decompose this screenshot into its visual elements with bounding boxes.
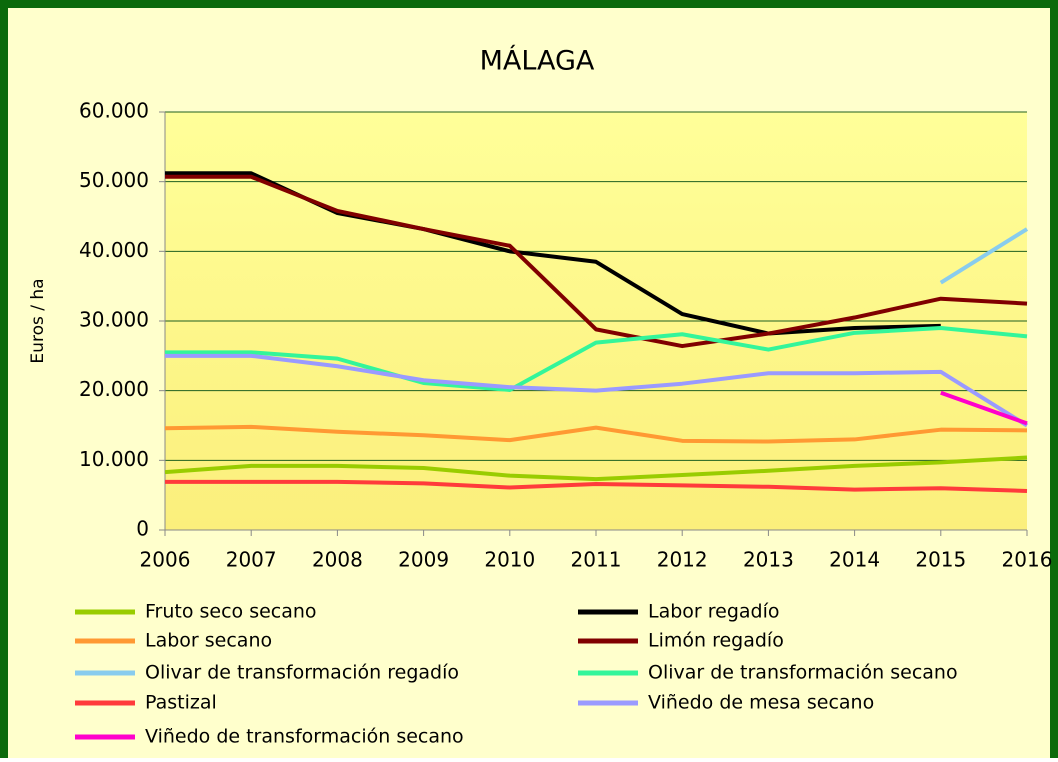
legend-label: Labor secano — [145, 630, 272, 652]
legend-label: Limón regadío — [648, 630, 784, 652]
x-tick-label: 2016 — [1002, 548, 1053, 572]
y-tick-label: 20.000 — [79, 377, 149, 401]
x-tick-label: 2013 — [743, 548, 794, 572]
legend-label: Viñedo de mesa secano — [648, 692, 874, 714]
y-axis-label: Euros / ha — [28, 278, 48, 363]
x-tick-label: 2012 — [657, 548, 708, 572]
x-tick-label: 2010 — [484, 548, 535, 572]
x-tick-label: 2011 — [571, 548, 622, 572]
legend-label: Olivar de transformación secano — [648, 662, 958, 684]
series-line — [165, 174, 1028, 349]
series-line — [940, 390, 1028, 426]
legend-label: Olivar de transformación regadío — [145, 662, 459, 684]
x-tick-label: 2015 — [915, 548, 966, 572]
legend-label: Fruto seco secano — [145, 601, 317, 623]
y-tick-label: 50.000 — [79, 168, 149, 192]
series-line — [939, 227, 1029, 285]
y-tick-label: 10.000 — [79, 447, 149, 471]
y-tick-label: 40.000 — [79, 238, 149, 262]
series-line — [164, 455, 1028, 482]
x-tick-label: 2014 — [829, 548, 880, 572]
y-tick-label: 30.000 — [79, 308, 149, 332]
legend-label: Labor regadío — [648, 601, 780, 623]
series-line — [165, 479, 1028, 493]
series-line — [164, 424, 1028, 444]
x-tick-label: 2009 — [398, 548, 449, 572]
series-line — [165, 353, 1029, 428]
y-tick-label: 60.000 — [79, 99, 149, 123]
series-line — [165, 325, 1028, 392]
x-tick-label: 2006 — [140, 548, 191, 572]
chart-title: MÁLAGA — [480, 45, 595, 77]
legend-label: Viñedo de transformación secano — [145, 726, 464, 748]
x-tick-label: 2007 — [226, 548, 277, 572]
legend-label: Pastizal — [145, 692, 217, 714]
x-tick-label: 2008 — [312, 548, 363, 572]
y-tick-label: 0 — [136, 517, 149, 541]
